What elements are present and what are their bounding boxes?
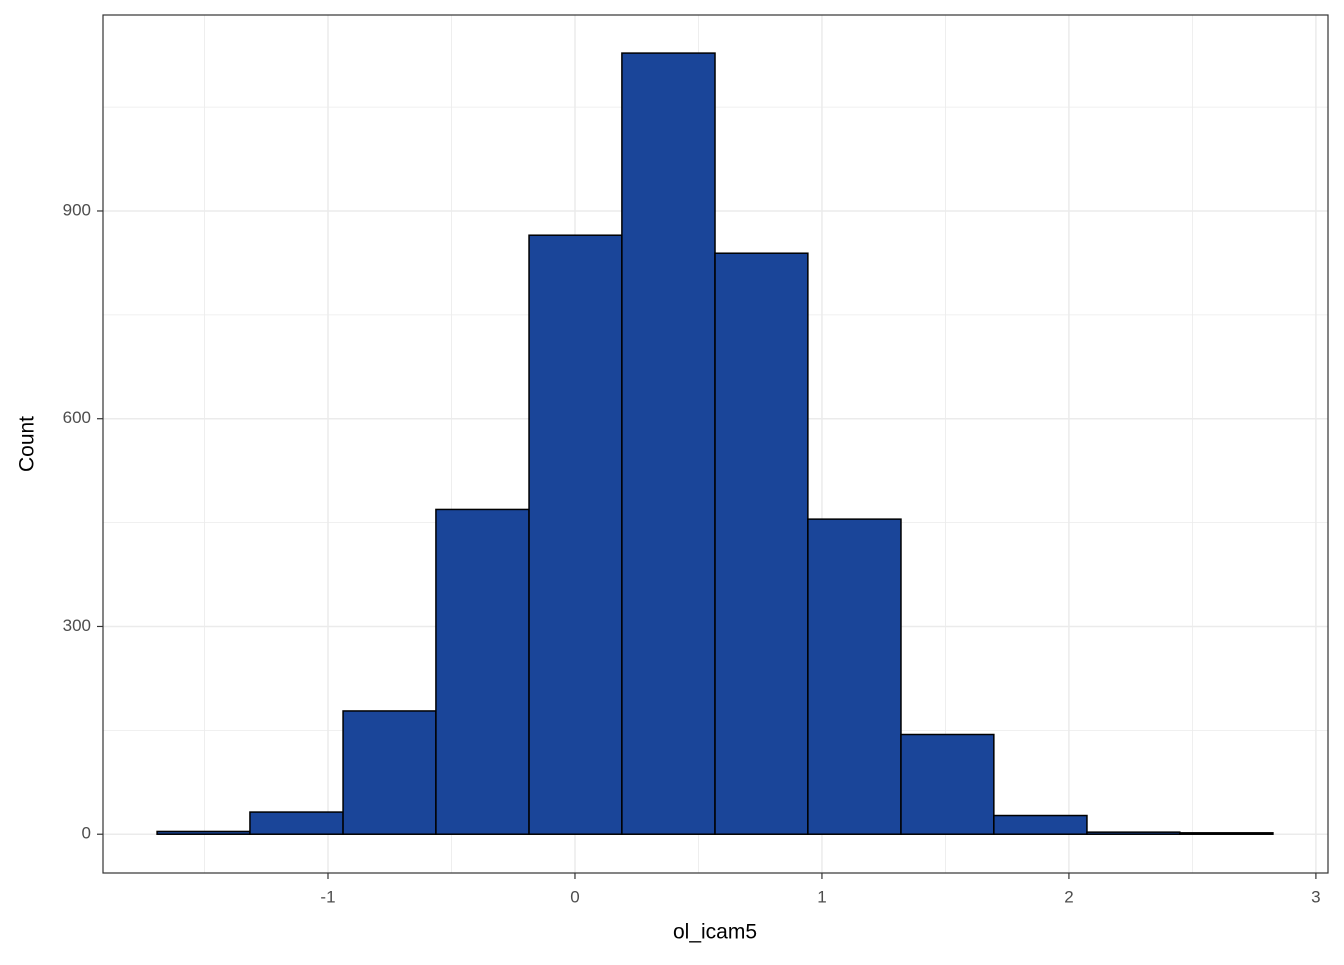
- y-axis-title: Count: [16, 416, 39, 472]
- bar: [993, 814, 1088, 835]
- x-axis-title: ol_icam5: [673, 921, 757, 944]
- x-tick-label: 2: [1064, 887, 1073, 906]
- bar: [714, 252, 809, 835]
- y-tick-label: 600: [63, 408, 91, 427]
- x-tick-label: -1: [320, 887, 335, 906]
- bar: [156, 830, 251, 835]
- bar: [807, 518, 902, 835]
- x-tick-label: 3: [1311, 887, 1320, 906]
- bar: [342, 710, 437, 835]
- y-tick-label: 900: [63, 200, 91, 219]
- bar: [1086, 831, 1181, 835]
- y-tick-label: 0: [82, 824, 91, 843]
- bar: [621, 52, 716, 835]
- bar: [435, 508, 530, 835]
- bar: [1179, 832, 1274, 835]
- panel-border: [102, 14, 1329, 874]
- bar: [528, 234, 623, 835]
- y-tick-label: 300: [63, 616, 91, 635]
- x-tick-label: 0: [570, 887, 579, 906]
- bar: [249, 811, 344, 835]
- bar: [900, 733, 995, 835]
- x-tick-label: 1: [817, 887, 826, 906]
